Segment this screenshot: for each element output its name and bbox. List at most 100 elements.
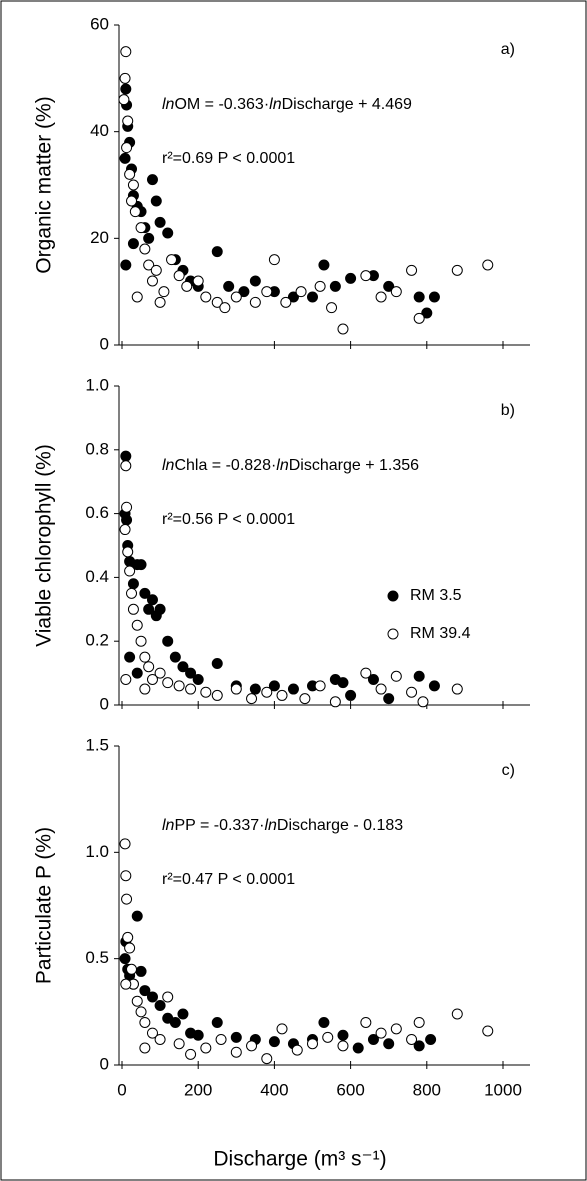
equation: lnOM = -0.363·lnDischarge + 4.469 (162, 96, 412, 113)
point (428, 291, 440, 303)
point (146, 673, 158, 685)
point (139, 1016, 151, 1028)
point (322, 1031, 334, 1043)
point (146, 594, 158, 606)
point (146, 1027, 158, 1039)
point (238, 286, 250, 298)
point (390, 670, 402, 682)
point (146, 275, 158, 287)
point (139, 683, 151, 695)
point (482, 259, 494, 271)
y-tick-label: 0.2 (85, 631, 109, 650)
point (192, 1029, 204, 1041)
point (126, 587, 138, 599)
y-tick-label: 1.5 (85, 735, 109, 754)
x-axis-label: Discharge (m³ s⁻¹) (213, 1148, 386, 1171)
point (314, 680, 326, 692)
point (154, 603, 166, 615)
point (126, 963, 138, 975)
point (383, 1038, 395, 1050)
point (383, 280, 395, 292)
point (135, 1006, 147, 1018)
point (276, 689, 288, 701)
point (451, 264, 463, 276)
equation: lnChla = -0.828·lnDischarge + 1.356 (162, 457, 419, 474)
point (261, 286, 273, 298)
y-axis-label: Particulate P (%) (33, 827, 56, 984)
point (139, 985, 151, 997)
point (177, 661, 189, 673)
point (162, 635, 174, 647)
panel-label: b) (501, 402, 515, 419)
point (124, 168, 136, 180)
point (318, 259, 330, 271)
point (120, 46, 132, 58)
point (120, 450, 132, 462)
point (131, 667, 143, 679)
point (413, 670, 425, 682)
point (451, 683, 463, 695)
point (413, 1040, 425, 1052)
point (154, 296, 166, 308)
y-tick-label: 0 (100, 334, 109, 353)
point (120, 673, 132, 685)
point (120, 870, 132, 882)
point (413, 291, 425, 303)
point (154, 216, 166, 228)
point (383, 693, 395, 705)
point (413, 312, 425, 324)
point (307, 1038, 318, 1050)
point (211, 1016, 223, 1028)
point (122, 546, 134, 558)
point (329, 280, 341, 292)
point (119, 953, 131, 965)
point (154, 1033, 166, 1045)
point (121, 893, 133, 905)
point (287, 683, 299, 695)
point (154, 999, 166, 1011)
point (181, 280, 193, 292)
point (211, 658, 223, 670)
y-tick-label: 0.4 (85, 567, 109, 586)
point (375, 291, 387, 303)
panel-label: a) (501, 41, 515, 58)
point (131, 995, 143, 1007)
point (223, 280, 235, 292)
point (268, 680, 280, 692)
point (318, 1016, 330, 1028)
point (150, 195, 162, 207)
point (360, 1016, 372, 1028)
point (127, 238, 139, 250)
point (211, 689, 223, 701)
x-tick-label: 0 (117, 1080, 126, 1099)
y-tick-label: 1.0 (85, 842, 109, 861)
point (345, 272, 357, 284)
point (120, 259, 132, 271)
point (352, 1042, 364, 1054)
point (120, 83, 132, 95)
point (124, 651, 136, 663)
point (139, 243, 151, 255)
point (173, 270, 185, 282)
point (154, 667, 166, 679)
point (122, 931, 134, 943)
point (200, 686, 212, 698)
y-tick-label: 0 (100, 694, 109, 713)
point (119, 72, 131, 84)
point (121, 142, 133, 154)
point (120, 460, 132, 472)
point (211, 246, 223, 258)
point (211, 296, 223, 308)
point (127, 578, 139, 590)
point (249, 275, 261, 287)
point (185, 1048, 197, 1060)
point (413, 1016, 425, 1028)
stats: r²=0.69 P < 0.0001 (162, 150, 295, 167)
point (169, 1016, 181, 1028)
point (143, 603, 155, 615)
point (406, 1033, 418, 1045)
point (428, 680, 440, 692)
point (146, 991, 158, 1003)
point (390, 1023, 402, 1035)
point (425, 1033, 437, 1045)
